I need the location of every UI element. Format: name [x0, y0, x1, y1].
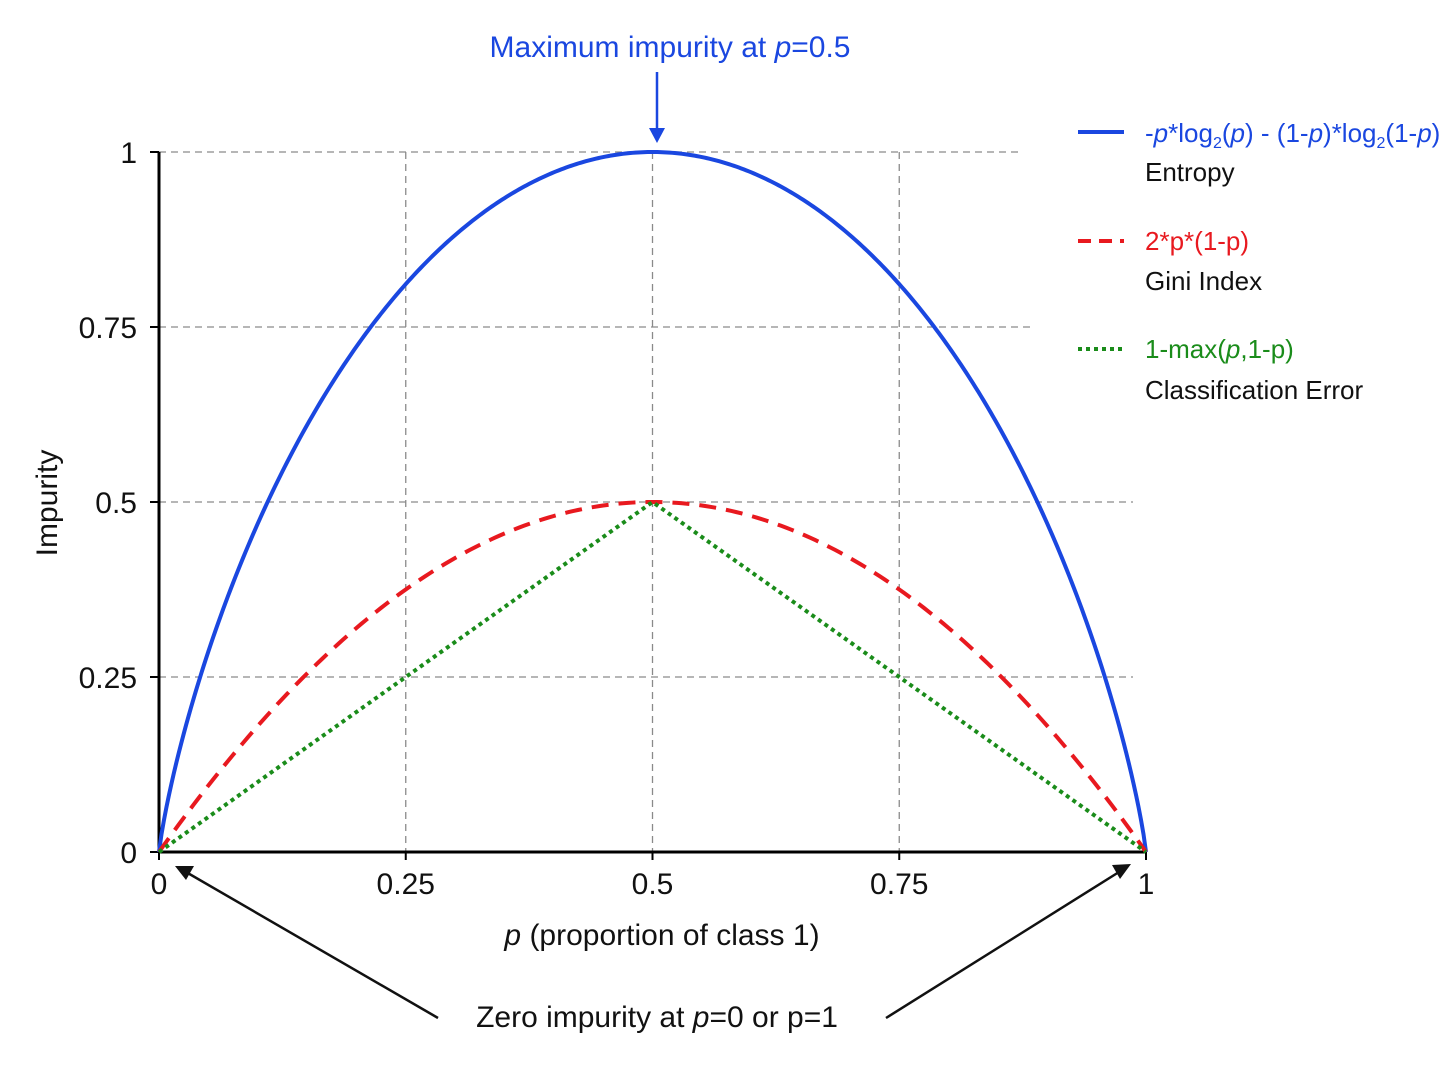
x-tick-label-0: 0 — [151, 868, 168, 901]
y-tick-label-4: 1 — [120, 137, 137, 170]
legend-formula-gini: 2*p*(1-p) — [1145, 226, 1249, 256]
max-impurity-arrow — [649, 72, 665, 143]
x-tick-label-3: 0.75 — [870, 868, 928, 901]
series-line-entropy — [157, 150, 1148, 853]
legend-entry-error: 1-max(p,1-p) Classification Error — [1078, 334, 1364, 405]
legend-formula-entropy: -p*log2(p) - (1-p)*log2(1-p) — [1145, 118, 1440, 152]
legend: -p*log2(p) - (1-p)*log2(1-p) Entropy 2*p… — [1078, 118, 1440, 405]
legend-name-gini: Gini Index — [1145, 266, 1262, 296]
legend-name-entropy: Entropy — [1145, 157, 1235, 187]
y-tick-label-3: 0.75 — [79, 312, 137, 345]
legend-entry-entropy: -p*log2(p) - (1-p)*log2(1-p) Entropy — [1078, 118, 1440, 187]
y-tick-label-0: 0 — [120, 837, 137, 870]
series-line-gini — [157, 500, 1148, 854]
legend-name-error: Classification Error — [1145, 375, 1364, 405]
x-tick-label-4: 1 — [1138, 868, 1155, 901]
series-line-error — [157, 500, 1148, 854]
max-impurity-annotation: Maximum impurity at p=0.5 — [490, 31, 851, 64]
series-lines — [157, 150, 1148, 854]
y-axis-label: Impurity — [31, 450, 64, 557]
x-tick-label-2: 0.5 — [632, 868, 674, 901]
y-tick-label-1: 0.25 — [79, 662, 137, 695]
x-tick-label-1: 0.25 — [377, 868, 435, 901]
zero-impurity-annotation: Zero impurity at p=0 or p=1 — [476, 1001, 838, 1034]
legend-entry-gini: 2*p*(1-p) Gini Index — [1078, 226, 1262, 296]
legend-formula-error: 1-max(p,1-p) — [1145, 334, 1294, 364]
ticks: 0 0.25 0.5 0.75 1 0 0.25 0.5 0.75 1 — [79, 137, 1155, 901]
zero-impurity-left-arrow — [175, 866, 439, 1020]
zero-impurity-right-arrow — [885, 864, 1131, 1020]
x-axis-label: p (proportion of class 1) — [503, 919, 819, 952]
y-tick-label-2: 0.5 — [95, 487, 137, 520]
